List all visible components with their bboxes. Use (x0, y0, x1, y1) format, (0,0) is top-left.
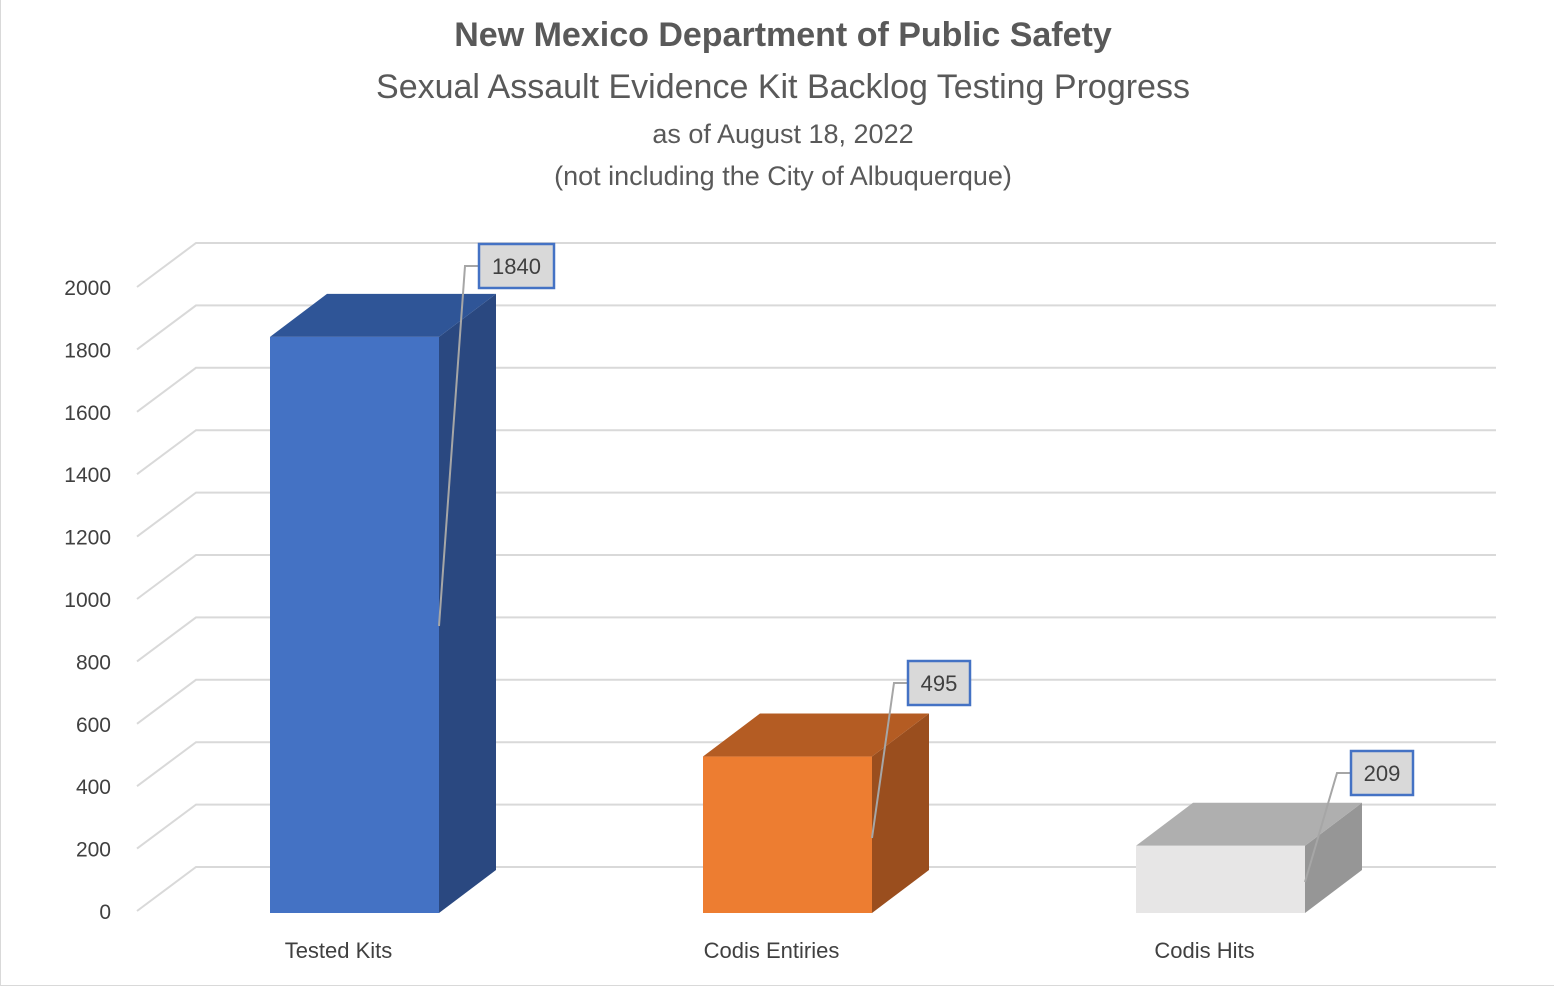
category-label: Codis Entiries (704, 938, 840, 963)
gridline (136, 429, 1496, 476)
y-tick-label: 1600 (64, 402, 111, 425)
data-label-leader (871, 682, 908, 839)
y-tick-label: 1200 (64, 527, 111, 550)
bar-top-2 (1136, 802, 1362, 846)
bar-side-0 (439, 293, 496, 913)
y-tick-label: 0 (99, 901, 111, 924)
gridline (136, 616, 1496, 663)
y-tick-label: 1800 (64, 339, 111, 362)
gridline (136, 366, 1496, 413)
data-labels: 1840 495 209 (438, 242, 1415, 883)
chart-subtitle: Sexual Assault Evidence Kit Backlog Test… (376, 68, 1190, 106)
bars (270, 293, 1362, 913)
bar-front-2 (1136, 845, 1305, 913)
gridline (136, 554, 1496, 600)
y-axis-ticks: 0 200 400 600 800 1000 1200 1400 1600 1800 2000 (64, 277, 111, 924)
data-label-leader (1304, 772, 1351, 883)
gridline (136, 678, 1496, 725)
data-label-box (1349, 749, 1415, 797)
data-label-box (477, 242, 556, 290)
gridline (136, 741, 1496, 788)
bar-front-1 (703, 756, 872, 913)
bar-top-0 (270, 293, 496, 337)
chart-title-group: New Mexico Department of Public Safety S… (376, 16, 1190, 191)
category-labels: Tested Kits Codis Entiries Codis Hits (285, 938, 1255, 963)
gridline (136, 491, 1496, 538)
y-tick-label: 800 (76, 651, 111, 674)
gridline (136, 242, 1496, 288)
chart-title: New Mexico Department of Public Safety (454, 16, 1112, 54)
chart-date-line: as of August 18, 2022 (652, 119, 913, 149)
category-label: Codis Hits (1154, 938, 1254, 963)
y-tick-label: 1400 (64, 464, 111, 487)
data-label: 1840 (492, 254, 541, 279)
bar-side-1 (872, 713, 929, 913)
category-label: Tested Kits (285, 938, 393, 963)
bar-side-2 (1305, 802, 1362, 913)
gridlines (136, 242, 1496, 912)
y-tick-label: 2000 (64, 277, 111, 300)
y-tick-label: 600 (76, 714, 111, 737)
data-label-box (906, 659, 972, 707)
y-tick-label: 200 (76, 839, 111, 862)
data-label: 209 (1364, 761, 1401, 786)
y-tick-label: 1000 (64, 589, 111, 612)
y-tick-label: 400 (76, 776, 111, 799)
chart-note-line: (not including the City of Albuquerque) (554, 161, 1012, 191)
gridline (136, 304, 1496, 351)
data-label-leader (438, 265, 479, 627)
data-label: 495 (921, 671, 958, 696)
bar-top-1 (703, 713, 929, 757)
gridline (136, 866, 1496, 912)
bar-front-0 (270, 336, 439, 913)
gridline (136, 803, 1496, 850)
